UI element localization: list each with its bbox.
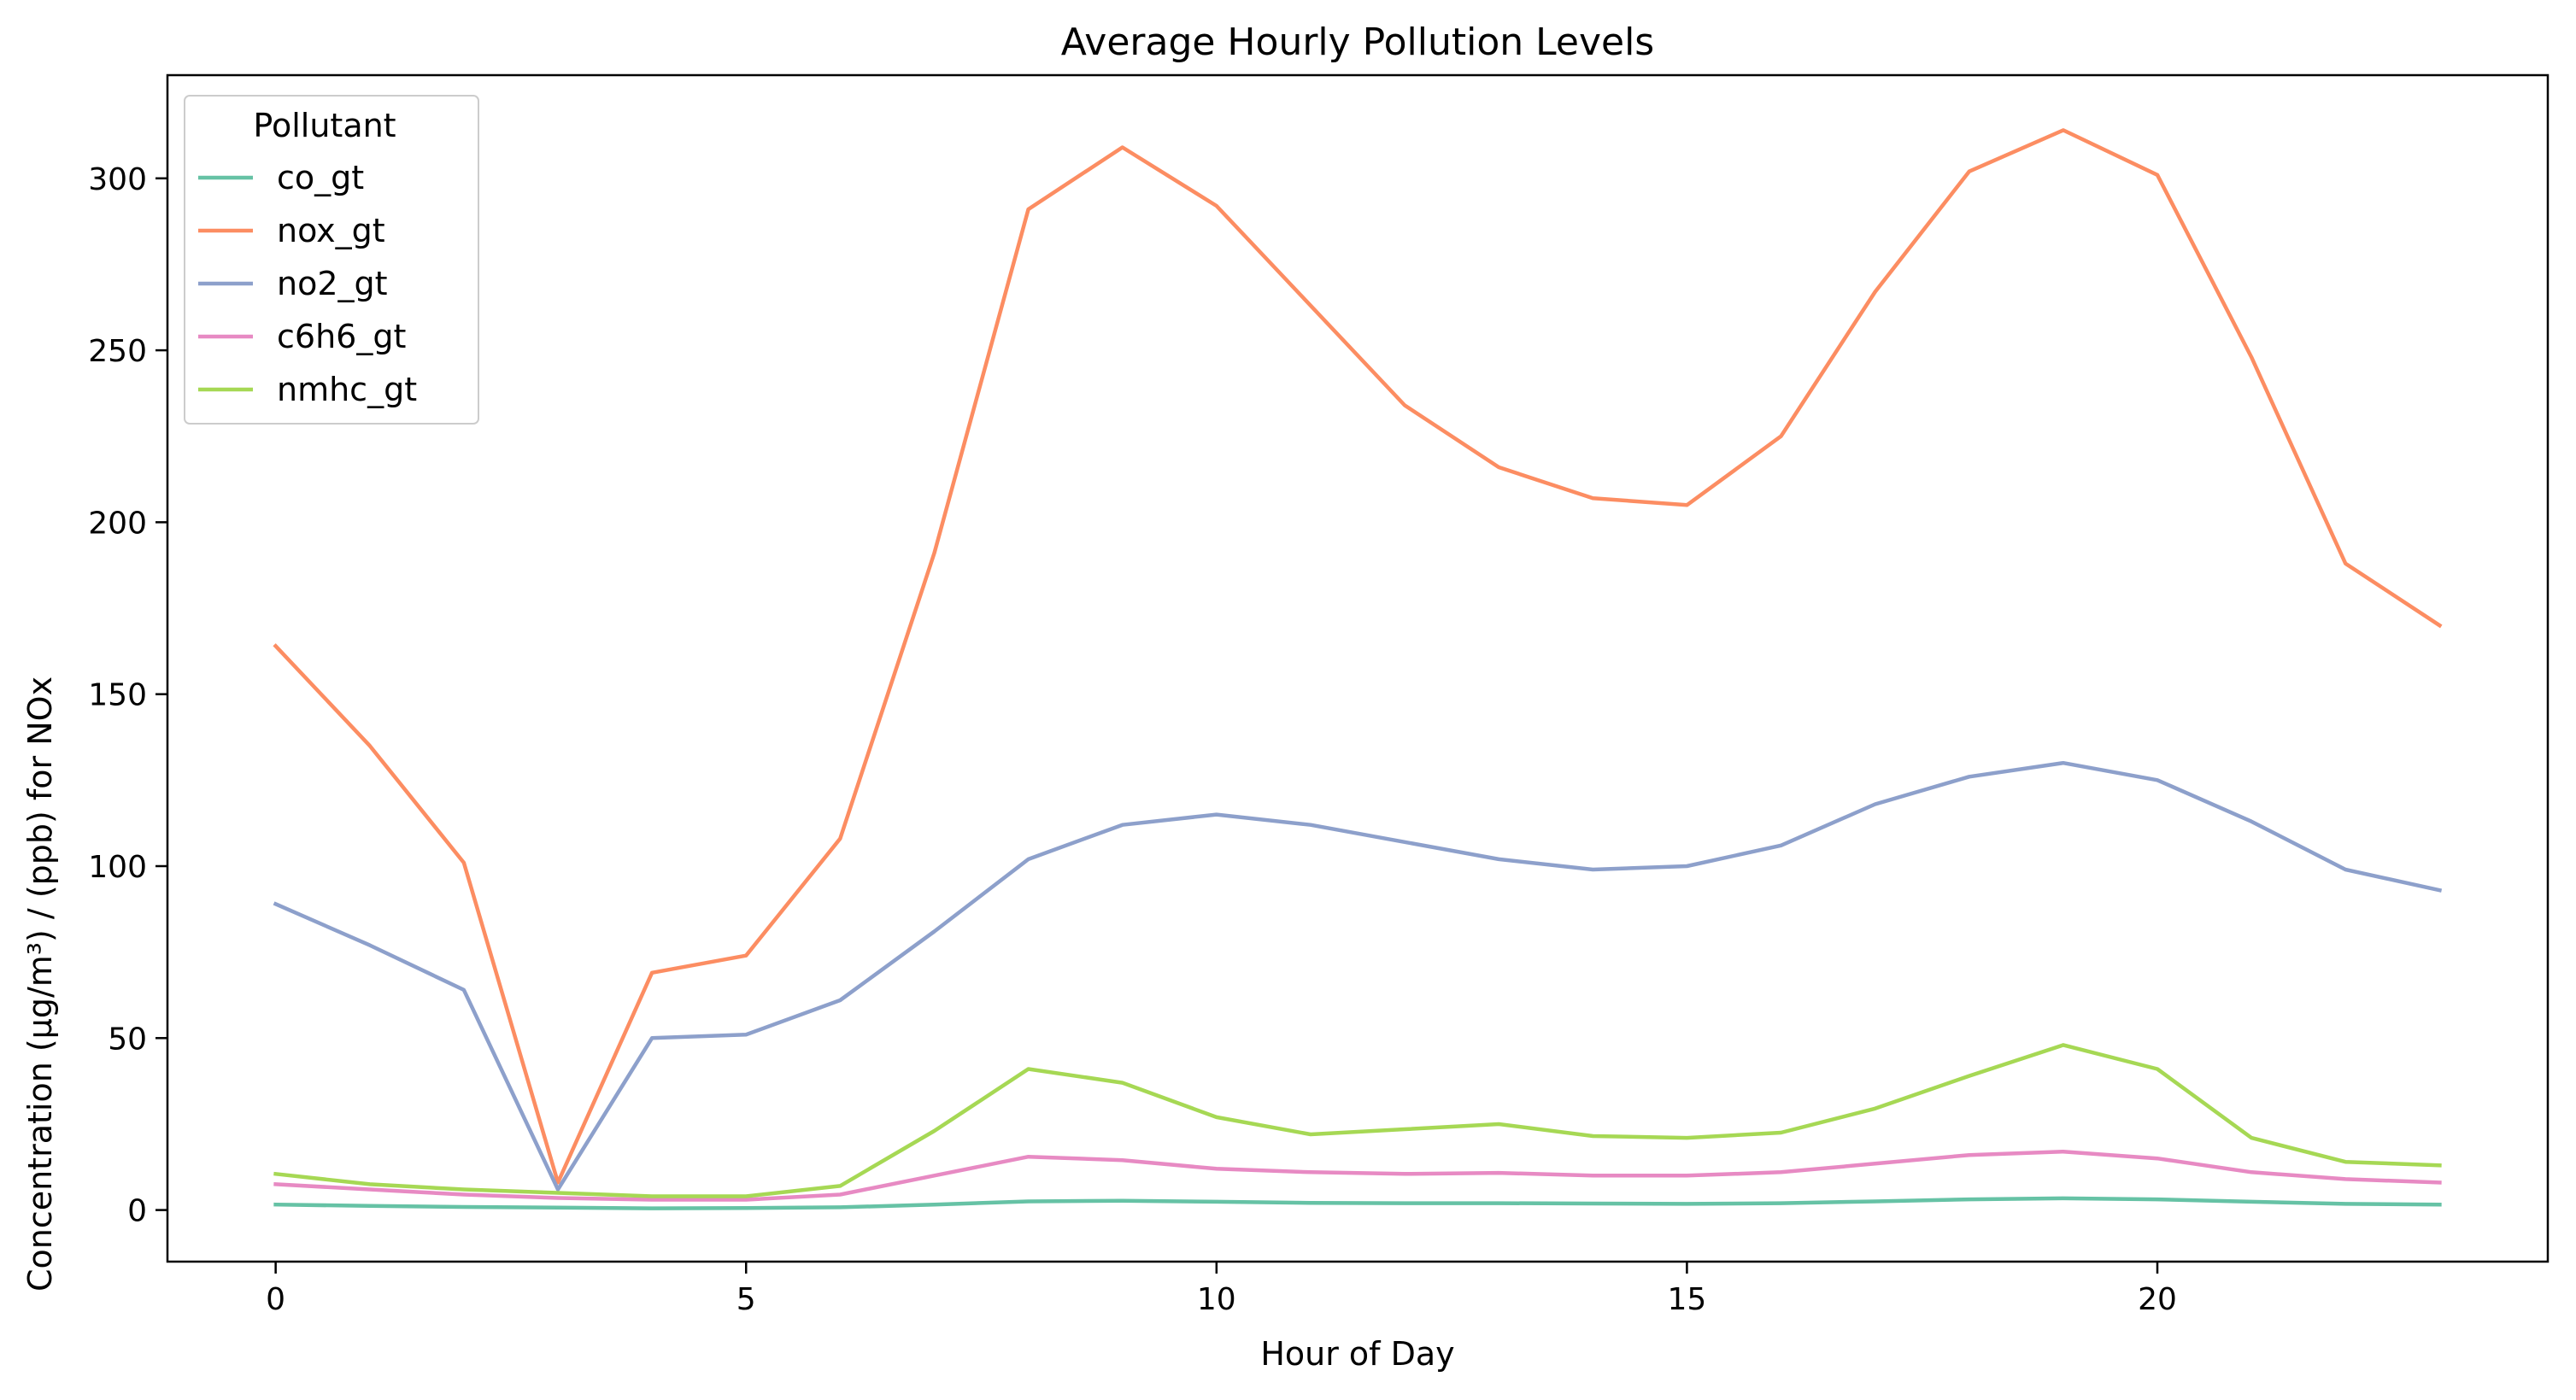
series-lines	[273, 128, 2443, 1210]
x-tick-label: 20	[2138, 1282, 2177, 1317]
legend-label-nmhc-gt: nmhc_gt	[277, 371, 417, 408]
x-tick-label: 10	[1197, 1282, 1236, 1317]
y-tick-label: 0	[127, 1194, 147, 1229]
y-axis-label: Concentration (µg/m³) / (ppb) for NOx	[21, 677, 59, 1292]
x-tick-label: 15	[1668, 1282, 1707, 1317]
legend: Pollutant co_gt nox_gt no2_gt c6h6_gt nmhc_g…	[184, 95, 479, 425]
series-line-no2-gt	[273, 760, 2443, 1192]
legend-label-c6h6-gt: c6h6_gt	[277, 318, 406, 355]
legend-title: Pollutant	[253, 107, 396, 144]
x-tick-label: 0	[266, 1282, 285, 1317]
plot-area-frame	[166, 73, 2550, 1263]
x-axis-label: Hour of Day	[1260, 1335, 1454, 1373]
y-tick-label: 100	[88, 850, 147, 885]
chart-title: Average Hourly Pollution Levels	[1061, 21, 1654, 64]
series-line-nmhc-gt	[273, 1043, 2442, 1198]
legend-label-nox-gt: nox_gt	[277, 212, 385, 249]
x-tick-label: 5	[736, 1282, 756, 1317]
y-tick-label: 300	[88, 162, 147, 197]
y-tick-label: 250	[88, 334, 147, 369]
series-line-co-gt	[273, 1196, 2442, 1210]
legend-label-co-gt: co_gt	[277, 159, 364, 196]
legend-items: co_gt nox_gt no2_gt c6h6_gt nmhc_gt	[198, 159, 417, 408]
series-line-c6h6-gt	[273, 1149, 2442, 1202]
y-tick-label: 200	[88, 506, 147, 541]
y-tick-label: 50	[108, 1022, 147, 1057]
series-line-nox-gt	[273, 128, 2443, 1185]
legend-box	[184, 95, 479, 425]
y-tick-label: 150	[88, 678, 147, 713]
legend-label-no2-gt: no2_gt	[277, 265, 388, 302]
